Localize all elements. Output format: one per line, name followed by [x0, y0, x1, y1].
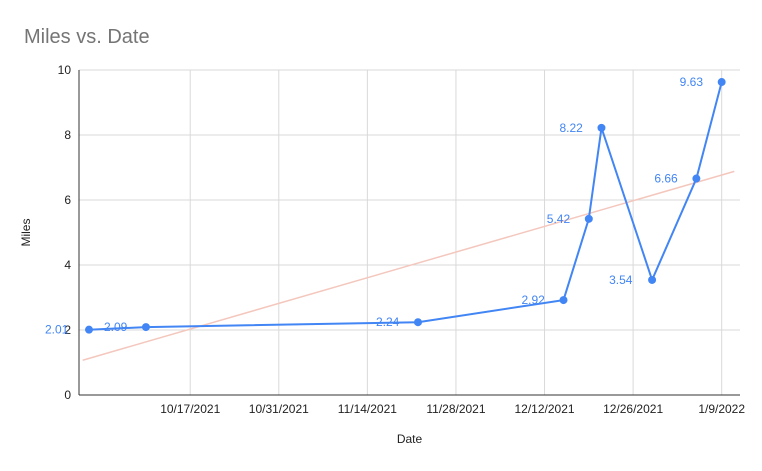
data-label: 6.66 — [654, 172, 678, 186]
x-tick-label: 12/12/2021 — [514, 402, 574, 416]
x-axis-title: Date — [397, 432, 423, 446]
data-point — [717, 78, 726, 87]
data-point — [413, 318, 422, 327]
data-point — [584, 214, 593, 223]
data-label: 2.92 — [522, 293, 546, 307]
data-label: 5.42 — [547, 212, 571, 226]
axes: 0 2 4 6 8 10 10/17/2021 10/31/2021 11/14/2021 11/… — [58, 63, 746, 416]
y-tick-label: 2 — [64, 323, 71, 337]
x-tick-label: 10/31/2021 — [249, 402, 309, 416]
series-layer — [85, 78, 726, 334]
y-tick-label: 4 — [64, 258, 71, 272]
data-point — [559, 296, 568, 305]
x-tick-label: 12/26/2021 — [603, 402, 663, 416]
data-point — [648, 275, 657, 284]
data-point — [597, 123, 606, 132]
data-label: 3.54 — [609, 273, 633, 287]
x-tick-label: 11/28/2021 — [426, 402, 485, 416]
chart-title: Miles vs. Date — [24, 26, 150, 48]
grid — [79, 69, 740, 395]
y-axis-title: Miles — [19, 218, 33, 246]
data-label: 2.01 — [45, 323, 69, 337]
data-point — [141, 323, 150, 332]
series-line — [88, 81, 723, 331]
x-tick-label: 1/9/2022 — [698, 402, 745, 416]
data-label: 9.63 — [680, 75, 704, 89]
data-label: 2.24 — [376, 315, 400, 329]
data-label: 2.09 — [104, 320, 128, 334]
y-tick-label: 10 — [58, 63, 72, 77]
y-tick-label: 6 — [64, 193, 71, 207]
x-tick-label: 11/14/2021 — [338, 402, 397, 416]
data-label: 8.22 — [559, 121, 583, 135]
y-tick-label: 0 — [64, 388, 71, 402]
x-tick-label: 10/17/2021 — [160, 402, 220, 416]
y-tick-label: 8 — [64, 128, 71, 142]
data-labels: 2.01 2.09 2.24 2.92 5.42 8.22 3.54 6.66 9.63 — [45, 75, 703, 337]
data-point — [692, 174, 701, 183]
data-point — [85, 325, 93, 334]
